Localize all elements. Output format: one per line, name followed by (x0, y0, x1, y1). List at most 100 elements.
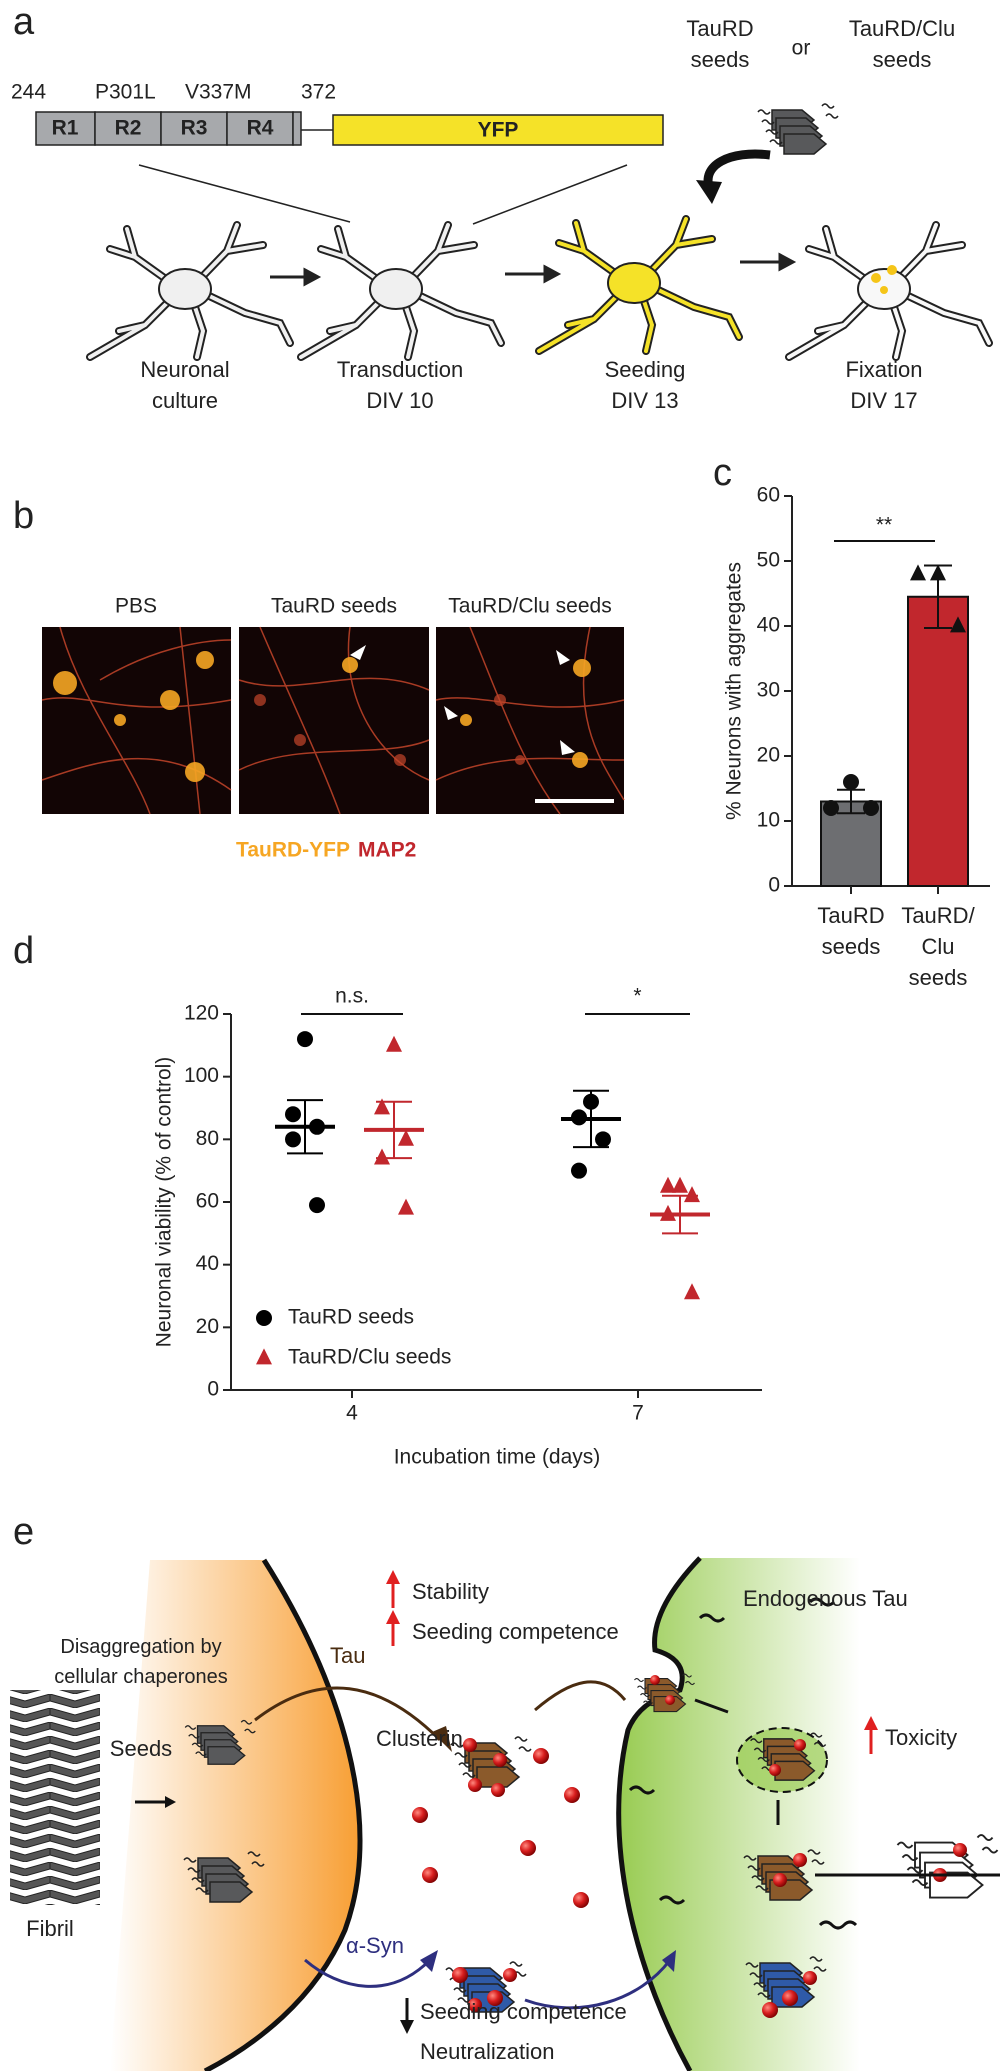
legend-marker (256, 1348, 272, 1365)
condition-label: TauRD/Clu seeds (448, 595, 611, 618)
condition-label: TauRD seeds (271, 595, 397, 618)
bar (907, 595, 969, 887)
x-tick-label: TauRD/ Clu seeds (901, 903, 975, 990)
annotation: α-Syn (346, 1933, 404, 1958)
y-tick-label: 60 (757, 484, 780, 507)
or-label: or (792, 37, 811, 60)
panel-label: a (13, 1, 35, 43)
annotation: Fibril (26, 1916, 74, 1941)
micrographs (41, 626, 625, 815)
y-axis-label: % Neurons with aggregates (723, 562, 746, 820)
data-point (910, 564, 926, 581)
tag-label: YFP (478, 119, 519, 142)
y-axis-label: Neuronal viability (% of control) (153, 1057, 176, 1348)
repeat-label: R1 (52, 117, 79, 140)
y-tick-label: 100 (184, 1064, 219, 1087)
stain-label: MAP2 (358, 839, 416, 862)
data-point (297, 1031, 313, 1048)
y-tick-label: 0 (207, 1378, 219, 1401)
data-point (950, 616, 966, 633)
y-tick-label: 120 (184, 1002, 219, 1025)
repeat-label: R2 (115, 117, 142, 140)
data-point (386, 1035, 402, 1052)
x-tick-label: 4 (346, 1402, 358, 1425)
annotation: Toxicity (885, 1725, 957, 1750)
significance-label: ** (876, 514, 892, 537)
step-arrows (270, 252, 797, 287)
position-label: 372 (301, 81, 336, 104)
neuron (301, 225, 501, 357)
data-point (684, 1283, 700, 1300)
seed-option: TauRD/Clu seeds (848, 16, 956, 72)
stain-label: TauRD-YFP (236, 839, 350, 862)
y-tick-label: 60 (196, 1190, 219, 1213)
y-tick-label: 40 (196, 1252, 219, 1275)
y-tick-label: 0 (768, 874, 780, 897)
data-point (398, 1129, 414, 1146)
y-tick-label: 80 (196, 1127, 219, 1150)
neuron (90, 225, 290, 357)
annotation: Clusterin (376, 1726, 463, 1751)
neuron (539, 219, 739, 351)
aggregates (871, 265, 897, 294)
position-label: P301L (95, 81, 156, 104)
seed-option: TauRD seeds (686, 16, 754, 72)
legend-label: TauRD seeds (288, 1306, 414, 1329)
error-bar (376, 1100, 412, 1160)
x-axis-label: Incubation time (days) (394, 1446, 601, 1469)
membranes (110, 1556, 860, 2071)
aggregate (896, 1834, 999, 1899)
x-tick-label: 7 (632, 1402, 644, 1425)
annotation: Endogenous Tau (743, 1586, 908, 1611)
y-tick-label: 20 (757, 744, 780, 767)
annotation: Seeds (110, 1736, 172, 1761)
legend-label: TauRD/Clu seeds (288, 1346, 451, 1369)
process-arrows (135, 1597, 1000, 2010)
data-point (660, 1176, 676, 1193)
x-tick-label: TauRD seeds (817, 903, 885, 959)
y-tick-label: 30 (757, 679, 780, 702)
step-label: Seeding DIV 13 (604, 357, 686, 413)
arrowhead (696, 180, 722, 204)
significance-label: * (633, 985, 641, 1008)
step-label: Transduction DIV 10 (336, 357, 464, 413)
tau-clusterin-complex (450, 1736, 532, 1788)
repeat-label: R3 (181, 117, 208, 140)
seed-icon (757, 103, 839, 155)
data-point (374, 1098, 390, 1115)
data-point (309, 1197, 325, 1214)
legend-marker (256, 1310, 272, 1326)
y-tick-label: 50 (757, 549, 780, 572)
data-point (823, 800, 839, 816)
annotation: Disaggregation by cellular chaperones (54, 1636, 228, 1688)
repeat-label: R4 (247, 117, 274, 140)
change-arrows (386, 1570, 878, 2034)
data-point (595, 1131, 611, 1148)
annotation: Neutralization (420, 2039, 555, 2064)
data-point (672, 1176, 688, 1193)
step-label: Neuronal culture (140, 357, 230, 413)
annotation: Seeding competence (420, 1999, 627, 2024)
y-tick-label: 40 (757, 614, 780, 637)
position-label: 244 (11, 81, 46, 104)
step-label: Fixation DIV 17 (845, 357, 923, 413)
data-point (398, 1198, 414, 1215)
data-point (285, 1131, 301, 1148)
neuron (789, 225, 989, 357)
tau-construct (35, 111, 664, 225)
error-bar (287, 1099, 323, 1155)
panel-label: d (13, 930, 34, 972)
panel-label: b (13, 495, 34, 537)
significance-label: n.s. (335, 985, 369, 1008)
data-point (571, 1162, 587, 1179)
data-point (843, 774, 859, 790)
fibril (10, 1690, 100, 1905)
data-point (285, 1106, 301, 1123)
data-point (863, 800, 879, 816)
panel-label: c (713, 452, 732, 494)
data-point (374, 1148, 390, 1165)
data-point (684, 1186, 700, 1203)
annotation: Stability (412, 1579, 489, 1604)
clusterin (412, 1675, 967, 2018)
